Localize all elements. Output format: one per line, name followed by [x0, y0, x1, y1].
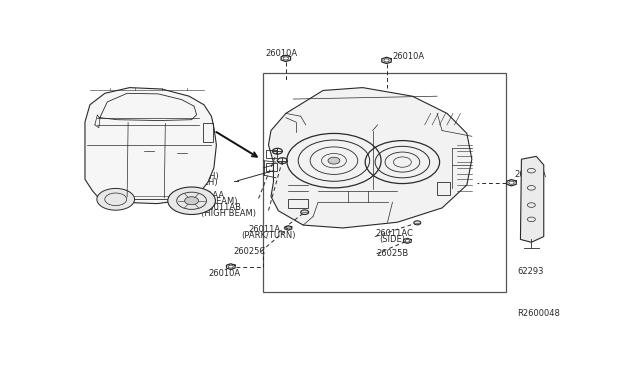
Circle shape [185, 197, 198, 205]
Polygon shape [269, 87, 472, 228]
Polygon shape [520, 156, 544, 242]
Bar [437, 182, 449, 195]
Text: (LOW BEAM): (LOW BEAM) [185, 197, 237, 206]
Bar [266, 150, 277, 158]
Text: 26010A: 26010A [392, 52, 424, 61]
Text: 62293: 62293 [518, 267, 544, 276]
Text: 26010A: 26010A [265, 49, 297, 58]
Circle shape [97, 189, 134, 210]
Bar [266, 163, 277, 171]
Text: 26025B: 26025B [376, 249, 409, 258]
Circle shape [414, 221, 420, 225]
Circle shape [301, 210, 308, 215]
Bar [202, 124, 213, 142]
Text: 26011AA: 26011AA [187, 191, 225, 200]
Text: 26011AB: 26011AB [203, 203, 241, 212]
Text: 26025C: 26025C [234, 247, 266, 256]
Text: 26010A: 26010A [208, 269, 240, 278]
Circle shape [328, 157, 340, 164]
Bar [262, 73, 506, 292]
Bar [288, 199, 308, 208]
Text: (HIGH BEAM): (HIGH BEAM) [201, 209, 256, 218]
Text: 26010A: 26010A [514, 170, 546, 179]
Text: 26011AC: 26011AC [375, 229, 413, 238]
Text: R2600048: R2600048 [518, 310, 561, 318]
Text: 26010 (RH): 26010 (RH) [171, 173, 218, 182]
Text: 26060 (LH): 26060 (LH) [171, 179, 218, 187]
Text: (SIDE): (SIDE) [379, 235, 405, 244]
Polygon shape [85, 87, 216, 203]
Text: 26011A: 26011A [249, 225, 281, 234]
Circle shape [168, 187, 216, 215]
Text: (PARK/TURN): (PARK/TURN) [242, 231, 296, 240]
